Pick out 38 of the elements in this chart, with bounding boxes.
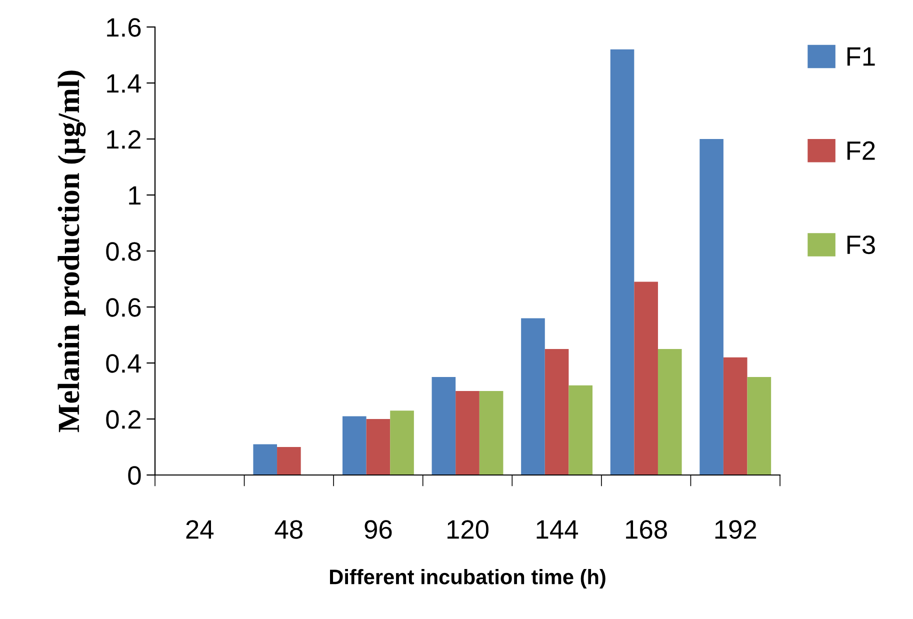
bar [747,377,772,475]
legend-label: F2 [847,141,875,160]
y-tick-label: 1.2 [107,130,140,149]
y-tick-label: 0.6 [106,298,141,317]
bar [366,419,390,475]
bar [723,357,748,475]
x-tick-label: 168 [626,520,667,539]
y-tick-label: 1.4 [107,74,142,93]
y-tick-label: 0.8 [106,242,141,261]
y-tick-label: 0 [128,466,141,485]
y-axis-title: Melanin production (µg/ml) [58,70,86,432]
x-tick-label: 120 [448,520,488,539]
bar [634,282,658,475]
bar [390,410,414,475]
x-axis-title: Different incubation time (h) [330,569,606,588]
x-tick-label: 24 [186,520,214,539]
legend-label: F3 [847,235,875,254]
y-tick-label: 0.4 [106,354,142,373]
bar [253,444,278,475]
x-tick-label: 48 [274,520,302,539]
legend-label: F1 [847,47,875,66]
y-tick-label: 1.6 [107,18,141,37]
y-tick-label: 0.2 [106,410,140,429]
bar [700,139,724,475]
x-tick-label: 96 [364,520,392,539]
bar [610,49,634,475]
bar [521,318,545,475]
bar [568,385,592,475]
x-tick-label: 192 [715,520,756,539]
bar [479,391,504,475]
bar [456,391,480,475]
bar [544,349,569,475]
bar [277,447,301,475]
bar [432,377,456,475]
bar [658,349,682,475]
y-tick-label: 1 [129,186,141,205]
bar [342,416,366,475]
x-tick-label: 144 [536,520,578,539]
